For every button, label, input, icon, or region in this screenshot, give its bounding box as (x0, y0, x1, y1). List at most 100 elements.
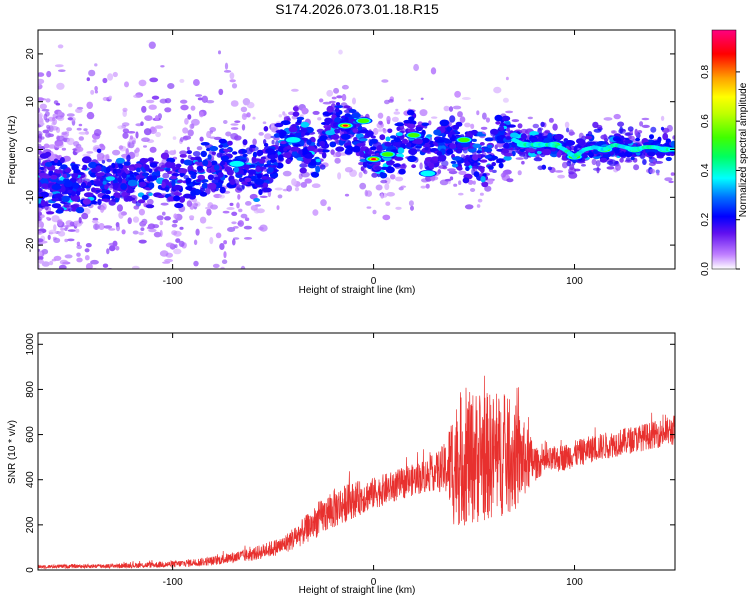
heatmap-cell (270, 122, 275, 128)
heatmap-cell (58, 69, 66, 72)
heatmap-cell (55, 276, 60, 282)
heatmap-cell (120, 183, 128, 191)
heatmap-cell (217, 171, 224, 178)
heatmap-cell (240, 265, 246, 269)
heatmap-cell (75, 228, 80, 233)
heatmap-cell (98, 223, 105, 230)
heatmap-cell (496, 158, 504, 164)
heatmap-cell (320, 199, 327, 207)
heatmap-cell (291, 178, 297, 186)
heatmap-cell (231, 211, 238, 216)
heatmap-cell (218, 194, 225, 199)
heatmap-cell (180, 172, 185, 177)
heatmap-cell (242, 139, 248, 146)
heatmap-cell (263, 143, 269, 147)
heatmap-cell (447, 133, 453, 138)
heatmap-cell (72, 182, 80, 189)
heatmap-cell (45, 98, 51, 103)
heatmap-cell (581, 164, 586, 167)
heatmap-cell (173, 192, 182, 196)
heatmap-cell (415, 126, 423, 132)
heatmap-cell (68, 103, 73, 108)
heatmap-cell (64, 282, 71, 286)
heatmap-cell (151, 281, 156, 285)
heatmap-cell (242, 153, 248, 158)
heatmap-cell (59, 157, 65, 164)
heatmap-cell (595, 160, 601, 167)
heatmap-cell (41, 183, 49, 189)
heatmap-cell (352, 128, 359, 133)
heatmap-cell (291, 150, 298, 157)
heatmap-cell (436, 151, 443, 156)
heatmap-cell (282, 170, 292, 177)
heatmap-cell (169, 175, 177, 180)
heatmap-cell (568, 167, 577, 175)
heatmap-cell (397, 147, 405, 154)
heatmap-cell (67, 117, 74, 121)
heatmap-cell (359, 150, 365, 157)
heatmap-cell (193, 260, 199, 267)
heatmap-cell (223, 272, 231, 276)
heatmap-cell (344, 193, 350, 197)
y-tick-label: 400 (25, 471, 36, 488)
heatmap-cell (160, 152, 170, 160)
heatmap-cell (71, 191, 76, 197)
heatmap-cell (384, 99, 390, 105)
heatmap-cell (116, 204, 123, 212)
heatmap-cell (243, 237, 253, 240)
heatmap-cell (189, 215, 195, 220)
heatmap-cell (186, 200, 193, 208)
heatmap-cell (218, 50, 221, 55)
heatmap-cell (472, 143, 482, 148)
heatmap-cell (480, 126, 488, 130)
colorbar-tick-label: 0.0 (700, 262, 711, 276)
heatmap-cell (54, 140, 64, 147)
heatmap-cell (461, 97, 471, 100)
heatmap-cell (141, 194, 149, 201)
heatmap-cell (465, 166, 470, 172)
heatmap-cell (379, 172, 388, 179)
heatmap-cell (218, 88, 224, 96)
heatmap-cell (330, 149, 335, 155)
heatmap-cell (160, 65, 165, 68)
heatmap-cell (227, 227, 236, 232)
heatmap-cell (280, 120, 291, 126)
heatmap-cell (133, 205, 140, 210)
heatmap-cell (41, 175, 52, 179)
heatmap-cell (484, 185, 492, 192)
heatmap-cell (56, 135, 65, 142)
y-tick-label: 10 (25, 96, 36, 108)
heatmap-cell (129, 135, 133, 140)
heatmap-cell (381, 79, 389, 83)
heatmap-cell (91, 219, 99, 223)
heatmap-cell (371, 172, 378, 178)
heatmap-cell (527, 116, 533, 120)
heatmap-cell (178, 168, 188, 174)
heatmap-peak (381, 152, 394, 157)
heatmap-cell (111, 198, 116, 202)
heatmap-cell (271, 139, 275, 145)
heatmap-cell (82, 198, 91, 205)
heatmap-cell (173, 213, 178, 219)
heatmap-cell (63, 204, 70, 208)
heatmap-cell (39, 103, 47, 110)
heatmap-cell (229, 72, 235, 80)
heatmap-cell (386, 192, 396, 197)
heatmap-cell (207, 154, 212, 160)
heatmap-cell (39, 256, 44, 260)
heatmap-cell (325, 120, 331, 126)
colorbar-tick-label: 0.4 (700, 163, 711, 177)
heatmap-cell (252, 138, 257, 146)
x-tick-label: 0 (371, 276, 377, 287)
heatmap-cell (554, 170, 564, 173)
heatmap-cell (90, 259, 99, 265)
heatmap-cell (430, 67, 437, 75)
heatmap-cell (479, 142, 485, 146)
heatmap-cell (236, 202, 240, 209)
heatmap-cell (458, 170, 467, 175)
heatmap-cell (48, 144, 57, 149)
heatmap-cell (94, 90, 98, 94)
heatmap-cell (47, 234, 51, 240)
